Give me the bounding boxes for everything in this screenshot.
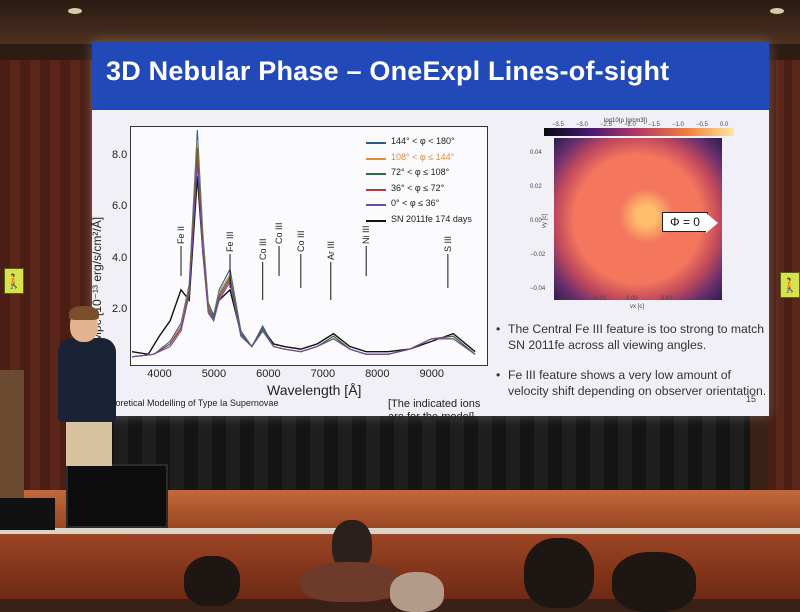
x-tick-label: 7000 xyxy=(310,368,336,380)
legend-entry: 72° < φ ≤ 108° xyxy=(366,167,486,183)
model-note-line1: [The indicated ions xyxy=(388,398,481,410)
x-tick-label: 9000 xyxy=(419,368,445,380)
legend-entry: 36° < φ ≤ 72° xyxy=(366,183,486,199)
y-tick-label: 6.0 xyxy=(112,200,128,213)
legend-swatch xyxy=(366,219,386,222)
colorbar-tick: −2.5 xyxy=(600,122,612,128)
density-map-panel: log10(ρ [g/cm3]) −3.5 −3.0 −2.5 −2.0 −1.5 −1.… xyxy=(530,118,736,310)
legend-label: 108° < φ ≤ 144° xyxy=(391,151,455,162)
stage-speaker xyxy=(0,498,55,530)
ion-label: Fe II xyxy=(176,225,186,244)
ion-label: S III xyxy=(442,235,453,252)
legend-entry: 108° < φ ≤ 144° xyxy=(366,152,486,168)
phi-label: Φ = 0 xyxy=(662,212,708,232)
density-map-x-tick: 0.02 xyxy=(661,296,673,302)
density-map-x-tick: 0.00 xyxy=(626,296,638,302)
y-tick-label: 4.0 xyxy=(112,251,128,264)
ion-label: Fe III xyxy=(225,231,236,252)
density-map-x-label: vx [c] xyxy=(630,304,645,310)
density-map-y-tick: 0.04 xyxy=(530,150,542,156)
density-map-x-tick: 0.04 xyxy=(696,296,708,302)
legend-label: SN 2011fe 174 days xyxy=(391,213,472,224)
legend-swatch xyxy=(366,204,386,206)
audience-head xyxy=(612,552,696,612)
colorbar-tick: −3.0 xyxy=(576,122,588,128)
spectrum-chart xyxy=(131,129,476,358)
legend-label: 36° < φ ≤ 72° xyxy=(391,182,445,193)
model-note-line2: are for the model] xyxy=(388,411,475,423)
audience-head xyxy=(332,520,372,570)
legend-entry: SN 2011fe 174 days xyxy=(366,214,486,230)
stage-curtain xyxy=(100,412,750,502)
stage-monitor xyxy=(66,464,168,528)
legend-entry: 0° < φ ≤ 36° xyxy=(366,198,486,214)
slide-title: 3D Nebular Phase – OneExpl Lines-of-sigh… xyxy=(106,56,670,86)
density-map-y-tick: −0.02 xyxy=(530,252,546,258)
y-tick-label: 8.0 xyxy=(112,148,128,161)
colorbar-tick: −0.5 xyxy=(696,122,708,128)
density-map-x-tick: −0.02 xyxy=(591,296,607,302)
bullet-1-text: The Central Fe III feature is too strong… xyxy=(508,322,765,352)
colorbar-tick: −3.5 xyxy=(552,122,564,128)
colorbar-tick: 0.0 xyxy=(720,122,729,128)
legend-swatch xyxy=(366,142,386,144)
colorbar-tick: −1.0 xyxy=(672,122,684,128)
audience-head xyxy=(184,556,240,606)
x-tick-label: 6000 xyxy=(256,368,281,380)
exit-sign-icon: 🚶 xyxy=(4,268,24,294)
bullet-2-text: Fe III feature shows a very low amount o… xyxy=(508,368,767,398)
podium xyxy=(0,370,24,500)
colorbar-title: log10(ρ [g/cm3]) xyxy=(604,118,648,124)
x-axis-label: Wavelength [Å] xyxy=(267,382,362,398)
y-tick-label: 2.0 xyxy=(112,303,128,316)
stage-rail xyxy=(0,528,800,534)
exit-sign-icon: 🚶 xyxy=(780,272,800,298)
legend-swatch xyxy=(366,188,386,191)
ion-label: Co III xyxy=(257,238,268,260)
density-map-y-tick: −0.04 xyxy=(530,286,546,292)
density-map-y-label: vy [c] xyxy=(542,213,549,229)
presenter-legs xyxy=(66,418,112,466)
chart-legend: 144° < φ < 180° 108° < φ ≤ 144° 72° < φ ≤ … xyxy=(366,136,486,229)
model-note: [The indicated ions are for the model] xyxy=(388,398,480,424)
series-line-4 xyxy=(131,163,476,358)
colorbar-tick: −2.0 xyxy=(624,122,636,128)
ion-label: Ar III xyxy=(325,240,336,260)
legend-label: 144° < φ < 180° xyxy=(391,136,455,146)
ceiling-light xyxy=(68,8,82,14)
slide-banner: 3D Nebular Phase – OneExpl Lines-of-sigh… xyxy=(92,42,769,110)
density-map-y-tick: 0.02 xyxy=(530,184,542,190)
slide-number: 15 xyxy=(746,394,757,404)
arrow-right-icon xyxy=(706,213,718,233)
legend-label: 0° < φ ≤ 36° xyxy=(391,198,440,208)
ion-label: Co III xyxy=(295,230,306,252)
audience-shoulders xyxy=(300,562,400,602)
density-map-x-tick: −0.04 xyxy=(556,296,572,302)
ceiling-light xyxy=(770,8,784,14)
legend-swatch xyxy=(366,157,386,160)
slide-footer: Theoretical Modelling of Type Ia Superno… xyxy=(100,398,279,408)
colorbar-tick: −1.5 xyxy=(648,122,660,128)
legend-entry: 144° < φ < 180° xyxy=(366,136,486,152)
x-tick-label: 8000 xyxy=(365,368,390,380)
density-map-y-tick: 0.00 xyxy=(530,218,542,224)
x-tick-label: 5000 xyxy=(201,368,227,380)
bullet-2: • Fe III feature shows a very low amount… xyxy=(496,368,768,399)
audience-head xyxy=(524,538,594,608)
projection-screen: 3D Nebular Phase – OneExpl Lines-of-sigh… xyxy=(90,42,769,423)
legend-label: 72° < φ ≤ 108° xyxy=(391,167,450,177)
spectrum-plot-frame xyxy=(130,126,488,366)
presenter-body xyxy=(58,338,116,422)
x-tick-label: 4000 xyxy=(147,368,172,380)
colorbar xyxy=(544,128,734,136)
bullet-dot-icon: • xyxy=(496,322,501,336)
presenter-hair xyxy=(69,306,99,320)
ion-label: Co III xyxy=(274,222,285,244)
audience-head xyxy=(390,572,444,612)
legend-swatch xyxy=(366,173,386,175)
bullet-dot-icon: • xyxy=(496,368,501,382)
bullet-1: • The Central Fe III feature is too stro… xyxy=(496,322,768,353)
